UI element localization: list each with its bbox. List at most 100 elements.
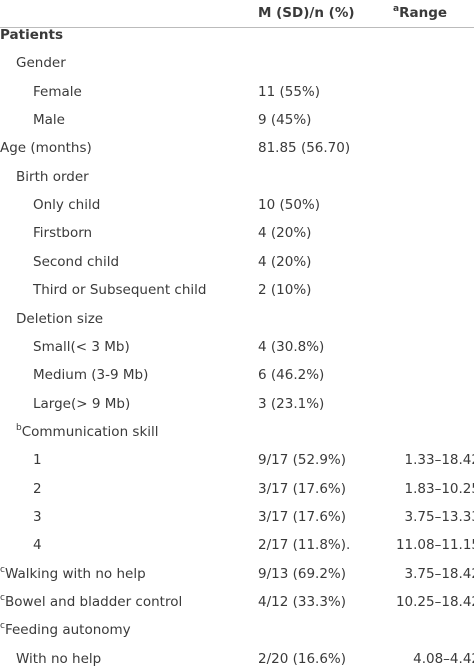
row-label: Patients [0,21,63,49]
header-value: M (SD)/n (%) [258,5,355,21]
table-row: Second child 4 (20%) [0,248,474,276]
footnote-mark: c [0,564,5,575]
table-row: Firstborn 4 (20%) [0,219,474,247]
row-value: 81.85 (56.70) [258,140,351,157]
table-row: cBowel and bladder control 4/12 (33.3%) 10… [0,588,474,616]
row-label: With no help [16,645,101,669]
row-label: Firstborn [33,219,92,247]
row-label: Only child [33,191,100,219]
footnote-mark: c [0,593,5,603]
table-row: 2 3/17 (17.6%) 1.83–10.25 [0,475,474,503]
label-text: Communication skill [21,423,159,440]
row-label: bCommunication skill [16,418,159,446]
row-range: 4.08–4.42 [413,650,474,667]
table-row: cWalking with no help 9/13 (69.2%) 3.75–18… [0,560,474,588]
row-range: 10.25–18.42 [395,594,474,610]
label-text: Feeding autonomy [4,622,131,639]
label-text: Small(< 3 Mb) [33,338,130,355]
table-row: Large(> 9 Mb) 3 (23.1%) [0,390,474,418]
table-row: bCommunication skill [0,418,474,446]
label-text: Medium (3-9 Mb) [33,367,149,384]
header-range-text: Range [399,5,448,21]
footnote-mark: a [393,4,400,14]
label-text: Only child [33,197,101,214]
label-text: Deletion size [16,310,104,327]
row-label: Large(> 9 Mb) [33,390,130,418]
table-row: With no help 2/20 (16.6%) 4.08–4.42 [0,645,474,669]
row-range: 1.83–10.25 [404,480,474,497]
label-text: Age (months) [0,140,92,157]
row-label: cWalking with no help [0,560,146,588]
row-range: 11.08–11.15 [395,537,474,554]
table-row: Male 9 (45%) [0,106,474,134]
table-row: Small(< 3 Mb) 4 (30.8%) [0,333,474,361]
label-text: 2 [33,480,42,497]
row-value: 6 (46.2%) [258,367,325,384]
label-text: Second child [33,253,120,270]
row-label: Medium (3-9 Mb) [33,361,148,389]
row-label: Male [33,106,65,134]
label-text: With no help [16,650,102,667]
row-label: cBowel and bladder control [0,588,182,616]
row-label: Gender [16,49,66,77]
label-text: Firstborn [33,225,93,242]
row-range: 1.33–18.42 [404,452,474,469]
row-value: 9/13 (69.2%) [258,565,347,582]
label-text: 3 [33,508,42,525]
row-value: 9 (45%) [258,112,312,129]
row-value: 3/17 (17.6%) [258,508,347,525]
row-range: 3.75–18.42 [404,565,474,582]
row-value: 3/17 (17.6%) [258,480,347,497]
label-text: 1 [33,452,42,469]
table-row: Birth order [0,163,474,191]
row-value: 2/20 (16.6%) [258,650,347,667]
table-row: 4 2/17 (11.8%). 11.08–11.15 [0,531,474,559]
row-label: Third or Subsequent child [33,276,206,304]
table-row: Medium (3-9 Mb) 6 (46.2%) [0,361,474,389]
row-value: 3 (23.1%) [258,395,325,412]
row-label: 2 [33,475,42,503]
row-label: Deletion size [16,305,103,333]
row-range: 3.75–13.33 [404,508,474,525]
label-text: Third or Subsequent child [33,282,207,299]
row-value: 9/17 (52.9%) [258,452,347,469]
row-label: 3 [33,503,42,531]
footnote-mark: b [16,422,22,433]
table-row: Only child 10 (50%) [0,191,474,219]
row-label: Female [33,78,82,106]
label-text: Large(> 9 Mb) [33,395,131,412]
table-row: Gender [0,49,474,77]
label-text: Female [33,83,82,100]
row-label: cFeeding autonomy [0,616,131,644]
label-text: 4 [33,537,42,554]
row-label: 4 [33,531,42,559]
label-text: Patients [0,27,63,43]
row-value: 2/17 (11.8%). [258,537,351,554]
label-text: Gender [16,55,66,72]
table-row: cFeeding autonomy [0,616,474,644]
footnote-mark: c [0,621,5,632]
table-row: Deletion size [0,305,474,333]
row-label: Small(< 3 Mb) [33,333,130,361]
row-label: Second child [33,248,119,276]
table-row: 3 3/17 (17.6%) 3.75–13.33 [0,503,474,531]
label-text: Bowel and bladder control [4,594,183,610]
row-label: 1 [33,446,42,474]
label-text: Walking with no help [4,565,146,582]
table-row: Age (months) 81.85 (56.70) [0,134,474,162]
table-row: Third or Subsequent child 2 (10%) [0,276,474,304]
row-label: Age (months) [0,134,92,162]
header-range: aRange [393,0,447,27]
row-value: 10 (50%) [258,197,321,214]
table-row: Patients [0,21,474,49]
label-text: Birth order [16,168,89,185]
header-row: M (SD)/n (%) aRange [0,0,474,28]
table-row: 1 9/17 (52.9%) 1.33–18.42 [0,446,474,474]
row-label: Birth order [16,163,89,191]
row-value: 4 (20%) [258,253,312,270]
row-value: 4/12 (33.3%) [258,594,347,610]
row-value: 2 (10%) [258,282,312,299]
row-value: 4 (30.8%) [258,338,325,355]
label-text: Male [33,112,65,129]
